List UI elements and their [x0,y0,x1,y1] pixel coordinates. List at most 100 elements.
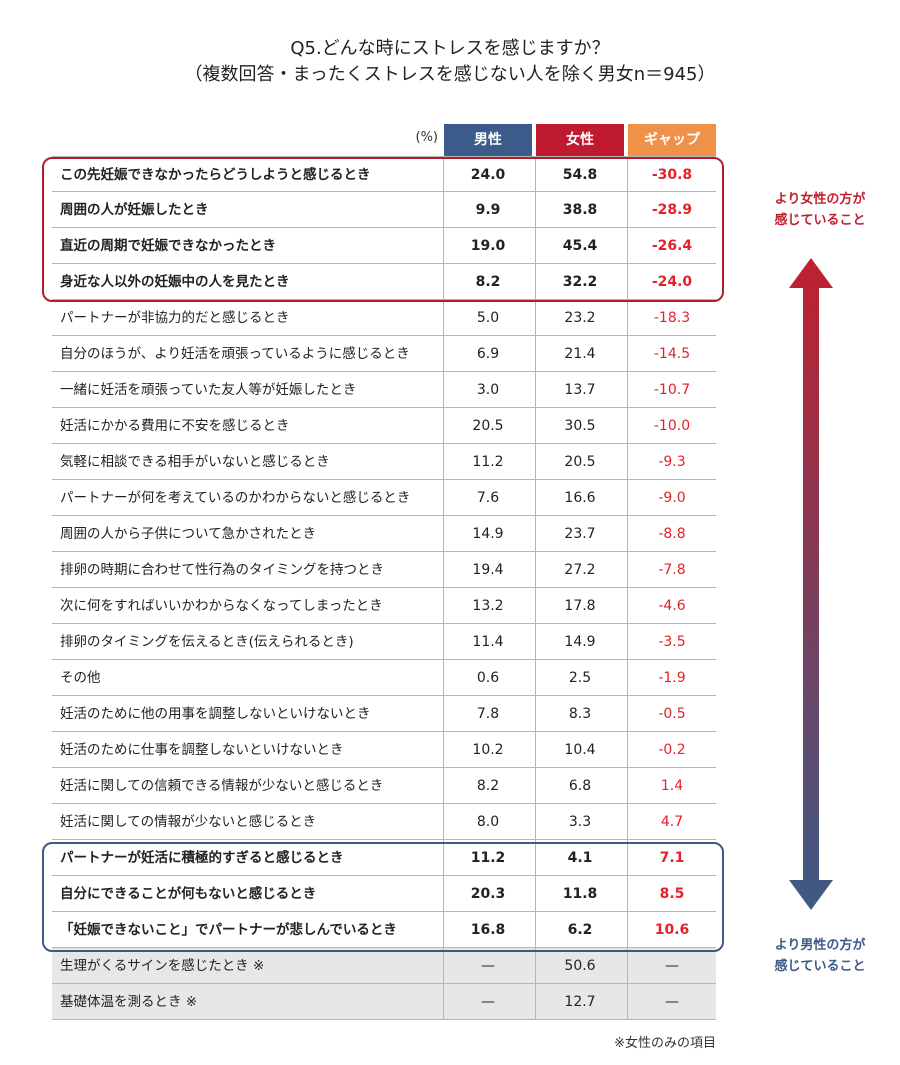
table-row: 周囲の人から子供について急かされたとき 14.9 23.7 -8.8 [52,516,716,552]
column-divider [627,444,628,480]
column-divider [535,552,536,588]
column-divider [443,444,444,480]
footnote: ※女性のみの項目 [614,1036,716,1051]
table-row: 排卵のタイミングを伝えるとき(伝えられるとき) 11.4 14.9 -3.5 [52,624,716,660]
column-divider [535,624,536,660]
male-value: 8.2 [476,778,500,794]
gap-value: — [665,994,679,1010]
female-value: 27.2 [564,562,596,578]
column-divider [627,732,628,768]
male-value: — [481,994,495,1010]
row-label: 周囲の人が妊娠したとき [60,202,209,218]
female-value: 16.6 [564,490,596,506]
table-row: 「妊娠できないこと」でパートナーが悲しんでいるとき 16.8 6.2 10.6 [52,912,716,948]
column-divider [627,588,628,624]
column-divider [627,480,628,516]
table-row: その他 0.6 2.5 -1.9 [52,660,716,696]
column-divider [627,876,628,912]
female-value: 2.5 [568,670,592,686]
male-value: 6.9 [476,346,500,362]
row-label: 排卵のタイミングを伝えるとき(伝えられるとき) [60,634,354,650]
female-value: 11.8 [562,886,598,902]
row-label: 一緒に妊活を頑張っていた友人等が妊娠したとき [60,382,357,398]
male-value: 20.5 [472,418,504,434]
chart-title: Q5.どんな時にストレスを感じますか？ [290,38,610,59]
male-value: 5.0 [476,310,500,326]
table-row: 基礎体温を測るとき ※ — 12.7 — [52,984,716,1020]
column-divider [443,984,444,1020]
column-divider [443,660,444,696]
column-divider [535,804,536,840]
column-divider [627,984,628,1020]
gap-value: -9.0 [658,490,686,506]
row-label: 身近な人以外の妊娠中の人を見たとき [60,274,290,290]
side-label-female-line2: 感じていること [774,213,866,228]
column-divider [627,624,628,660]
column-divider [627,660,628,696]
gap-value: -10.0 [653,418,691,434]
gap-value: 4.7 [660,814,684,830]
row-label: 気軽に相談できる相手がいないと感じるとき [60,454,330,470]
row-label: パートナーが何を考えているのかわからないと感じるとき [60,490,411,506]
female-value: 4.1 [567,850,593,866]
gap-value: 7.1 [659,850,685,866]
column-divider [443,768,444,804]
side-label-male: より男性の方が 感じていること [740,935,900,977]
column-divider [627,912,628,948]
column-divider [443,948,444,984]
table-body: この先妊娠できなかったらどうしようと感じるとき 24.0 54.8 -30.8 周囲の人… [52,156,716,1020]
row-label: 妊活に関しての情報が少ないと感じるとき [60,814,317,830]
female-value: 45.4 [562,238,598,254]
column-divider [627,408,628,444]
side-label-male-line2: 感じていること [774,959,866,974]
female-value: 17.8 [564,598,596,614]
male-value: 8.2 [475,274,501,290]
column-divider [535,984,536,1020]
highlight-box-female [42,157,724,302]
column-divider [535,480,536,516]
table-row: 妊活に関しての信頼できる情報が少ないと感じるとき 8.2 6.8 1.4 [52,768,716,804]
male-value: 8.0 [476,814,500,830]
column-divider [443,336,444,372]
male-value: 14.9 [472,526,504,542]
male-value: 13.2 [472,598,504,614]
row-label: 妊活に関しての信頼できる情報が少ないと感じるとき [60,778,384,794]
unit-label: (%) [415,130,439,145]
column-divider [627,552,628,588]
column-divider [535,408,536,444]
column-divider [535,300,536,336]
column-divider [535,372,536,408]
table-row: 妊活のために他の用事を調整しないといけないとき 7.8 8.3 -0.5 [52,696,716,732]
female-value: 38.8 [562,202,598,218]
header-female: 女性 [536,124,624,156]
side-label-male-line1: より男性の方が [774,938,866,953]
table-row: 周囲の人が妊娠したとき 9.9 38.8 -28.9 [52,192,716,228]
row-label: この先妊娠できなかったらどうしようと感じるとき [60,167,371,183]
row-label: その他 [60,670,101,686]
row-label: 妊活のために仕事を調整しないといけないとき [60,742,344,758]
row-label: 次に何をすればいいかわからなくなってしまったとき [60,598,383,614]
row-label: 「妊娠できないこと」でパートナーが悲しんでいるとき [60,922,397,938]
column-divider [535,912,536,948]
gap-value: 8.5 [659,886,685,902]
female-value: 20.5 [564,454,596,470]
row-label: 基礎体温を測るとき ※ [60,994,198,1010]
column-divider [535,264,536,300]
row-label: パートナーが非協力的だと感じるとき [60,310,290,326]
male-value: 11.4 [472,634,504,650]
row-label: 生理がくるサインを感じたとき ※ [60,958,265,974]
gap-value: -0.5 [658,706,686,722]
female-value: 6.2 [567,922,593,938]
female-value: 13.7 [564,382,596,398]
column-divider [627,948,628,984]
male-value: 3.0 [476,382,500,398]
column-divider [535,228,536,264]
column-divider [627,804,628,840]
column-divider [627,768,628,804]
side-label-female: より女性の方が 感じていること [740,189,900,231]
table-row: 妊活にかかる費用に不安を感じるとき 20.5 30.5 -10.0 [52,408,716,444]
male-value: — [481,958,495,974]
gap-value: — [665,958,679,974]
column-divider [443,228,444,264]
column-divider [443,588,444,624]
